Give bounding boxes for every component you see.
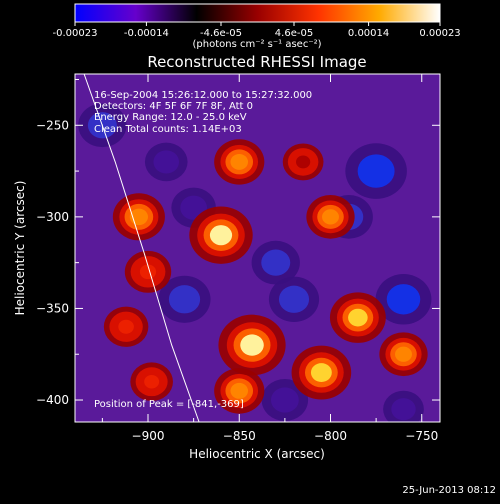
heatmap-bright-source: [218, 314, 286, 376]
footer-date: 25-Jun-2013 08:12: [402, 485, 496, 496]
solar-limb-curve: [83, 74, 200, 422]
colorbar-ticks: -0.00023 -0.00014 -4.6e-05 4.6e-05 0.00014 0.…: [53, 22, 461, 39]
colorbar-tick-label: -0.00014: [124, 28, 169, 39]
colorbar-tick-label: 0.00014: [348, 28, 389, 39]
x-tick-label: −800: [314, 429, 347, 443]
chart-title: Reconstructed RHESSI Image: [147, 53, 366, 71]
annotation-time-range: 16-Sep-2004 15:26:12.000 to 15:27:32.000: [94, 90, 312, 101]
annotation-detectors: Detectors: 4F 5F 6F 7F 8F, Att 0: [94, 101, 253, 112]
colorbar-tick-label: 4.6e-05: [275, 28, 313, 39]
x-tick-label: −750: [405, 429, 438, 443]
colorbar-tick-label: -4.6e-05: [200, 28, 242, 39]
heatmap-bright-source: [214, 368, 265, 414]
heatmap-bright-source: [329, 292, 386, 343]
colorbar-tick-label: 0.00023: [419, 28, 460, 39]
y-tick-label: −350: [36, 301, 69, 315]
heatmap-bright-source: [189, 206, 253, 264]
heatmap-dark-source: [251, 240, 300, 285]
heatmap-dark-source: [144, 142, 188, 182]
heatmap-bright-source: [291, 345, 352, 400]
y-axis-label: Heliocentric Y (arcsec): [13, 181, 27, 316]
heatmap-bright-source: [124, 250, 172, 293]
heatmap-bright-source: [112, 193, 165, 241]
axis-ticks: −900 −850 −800 −750 −250 −300 −350 −400: [36, 74, 440, 443]
heatmap-bright-source: [214, 139, 265, 185]
heatmap: [78, 103, 432, 422]
heatmap-dark-source: [383, 390, 424, 422]
heatmap-bright-source: [130, 362, 173, 401]
heatmap-bright-source: [103, 306, 149, 347]
plot-frame: [74, 73, 441, 423]
y-tick-label: −300: [36, 210, 69, 224]
annotation-energy-range: Energy Range: 12.0 - 25.0 keV: [94, 112, 247, 123]
colorbar-tick-label: -0.00023: [53, 28, 98, 39]
heatmap-dark-source: [261, 379, 309, 422]
heatmap-bright-source: [282, 143, 324, 181]
annotation-clean-counts: Clean Total counts: 1.14E+03: [94, 124, 242, 135]
peak-position-label: Position of Peak = [-841,-369]: [94, 399, 244, 410]
y-tick-label: −400: [36, 393, 69, 407]
heatmap-dark-source: [268, 276, 320, 322]
heatmap-dark-source: [345, 143, 407, 199]
heatmap-bright-source: [379, 332, 428, 377]
colorbar-units-label: (photons cm⁻² s⁻¹ asec⁻²): [192, 39, 321, 50]
heatmap-bright-source: [306, 195, 355, 239]
x-tick-label: −850: [223, 429, 256, 443]
x-tick-label: −900: [132, 429, 165, 443]
x-axis-label: Heliocentric X (arcsec): [189, 447, 325, 461]
colorbar: [74, 3, 441, 23]
y-tick-label: −250: [36, 118, 69, 132]
heatmap-dark-source: [158, 275, 211, 323]
heatmap-dark-source: [375, 274, 432, 325]
